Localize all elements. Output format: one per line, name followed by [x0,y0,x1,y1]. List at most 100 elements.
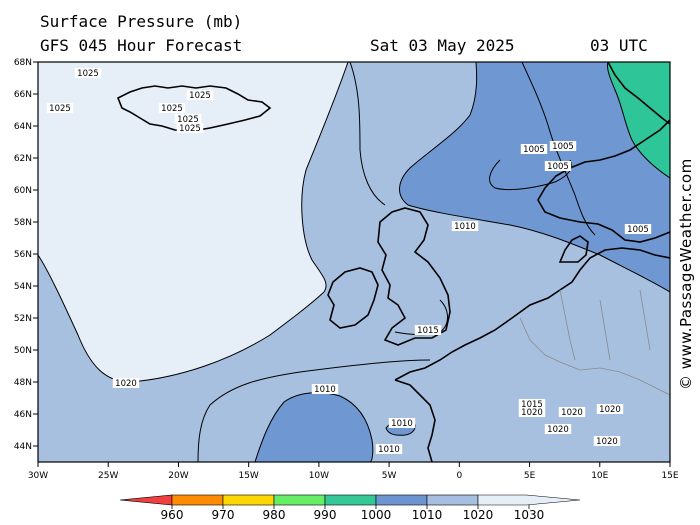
isobar-label-bg [186,90,214,100]
isobar-label: 1025 [49,104,71,114]
isobar-label-bg [46,103,74,113]
isobar-label: 1020 [547,425,569,435]
isobar-label: 1025 [179,124,201,134]
isobar-label: 1010 [454,222,476,232]
isobar-label: 1020 [521,408,543,418]
isobar-label: 1025 [189,91,211,101]
field-1000-1010-south [254,392,374,462]
lat-tick-label: 64N [14,122,32,132]
isobar-label-bg [596,404,624,414]
isobar-label-bg [558,407,586,417]
isobar-label: 1025 [77,69,99,79]
colorbar-tick-label: 1010 [412,508,443,522]
isobar-label-bg [593,436,621,446]
isobar-label-bg [544,161,572,171]
colorbar-segment [477,494,581,506]
forecast-date: Sat 03 May 2025 [370,36,515,55]
isobar-label-bg [549,141,577,151]
lat-tick-label: 62N [14,154,32,164]
lat-tick-label: 52N [14,314,32,324]
lon-tick-label: 10W [309,471,329,481]
field-990-1000 [607,62,670,179]
colorbar-segment [171,494,224,506]
isobar-label: 1015 [521,400,543,410]
lon-tick-label: 15E [661,471,678,481]
lon-tick-label: 5E [524,471,536,481]
isobar-label-bg [174,114,202,124]
colorbar-tick-label: 960 [161,508,184,522]
lon-tick-label: 0 [456,471,462,481]
colorbar-extend-low [119,494,173,506]
isobar-label-bg [112,378,140,388]
isobar-label-bg [388,418,416,428]
latitude-axis: 68N 66N 64N 62N 60N 58N 56N 54N 52N 50N 48N 46N 44N [14,58,38,452]
lat-tick-label: 56N [14,250,32,260]
scandinavia-coast [537,119,670,243]
isobar-label: 1015 [417,326,439,336]
isobar-line [489,159,573,191]
isobar-line [349,62,386,206]
isobar-label-bg [518,399,546,409]
isobar-label-bg [451,221,479,231]
isobar-line [521,62,596,236]
borders [519,289,670,396]
isobar-label: 1020 [599,405,621,415]
isobar-label: 1005 [627,225,649,235]
forecast-label: GFS 045 Hour Forecast [40,36,243,55]
colorbar-segment [426,494,479,506]
lat-tick-label: 68N [14,58,32,68]
lat-tick-label: 44N [14,442,32,452]
isobar-label: 1010 [378,445,400,455]
iceland-coast [116,85,272,132]
france-spain-coast [394,379,436,462]
norway-north-coast [607,62,670,125]
colorbar-tick-label: 970 [212,508,235,522]
great-britain-coast [377,207,451,346]
field-1020-1030 [38,62,349,383]
isobar-label-bg [158,103,186,113]
lat-tick-label: 54N [14,282,32,292]
colorbar-tick-label: 1000 [361,508,392,522]
isobar-label-bg [375,444,403,454]
colorbar-segment [222,494,275,506]
lat-tick-label: 48N [14,378,32,388]
lon-tick-label: 10E [591,471,608,481]
isobar-label: 1025 [177,115,199,125]
isobar-label-bg [518,407,546,417]
lat-tick-label: 46N [14,410,32,420]
lon-tick-label: 25W [98,471,118,481]
isobar-label: 1005 [552,142,574,152]
isobar-label-bg [544,424,572,434]
isobar-label: 1005 [547,162,569,172]
isobar-label-bg [311,384,339,394]
isobar-label-bg [414,325,442,335]
lat-tick-label: 60N [14,186,32,196]
lat-tick-label: 66N [14,90,32,100]
colorbar-segment [375,494,428,506]
continent-coast [394,247,670,381]
colorbar-tick-label: 980 [263,508,286,522]
colorbar-tick-label: 1020 [463,508,494,522]
isobar-line [197,359,431,462]
longitude-axis: 30W 25W 20W 15W 10W 5W 0 5E 10E 15E [28,462,679,481]
isobar-label: 1025 [161,104,183,114]
isobar-label: 1020 [596,437,618,447]
pressure-colorbar: 960 970 980 990 1000 1010 1020 1030 [119,494,581,522]
pressure-fields [38,62,670,462]
isobar-label-bg [74,68,102,78]
map-title: Surface Pressure (mb) [40,12,243,31]
denmark-coast [558,235,589,263]
field-1000-1010-north [399,62,670,293]
isobar-label: 1020 [561,408,583,418]
ireland-coast [327,267,379,329]
lon-tick-label: 5W [382,471,397,481]
isobar-label: 1020 [115,379,137,389]
lat-tick-label: 50N [14,346,32,356]
isobar-label: 1010 [314,385,336,395]
forecast-time: 03 UTC [590,36,648,55]
isobar-label-bg [520,144,548,154]
colorbar-tick-label: 990 [314,508,337,522]
map-frame [37,61,671,463]
